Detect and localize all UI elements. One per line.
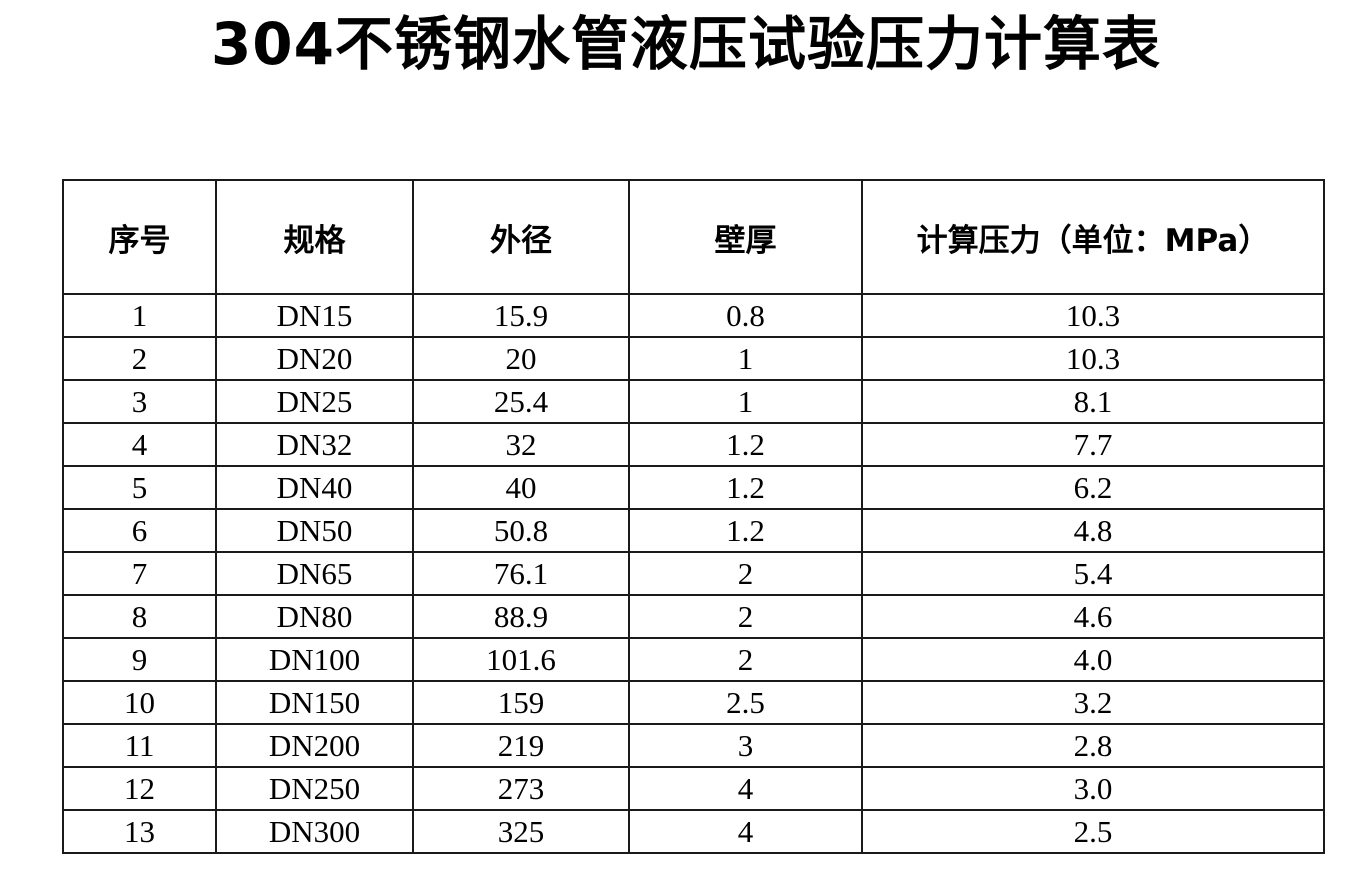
table-cell: 32: [412, 422, 630, 467]
table-cell: 0.8: [628, 293, 863, 338]
table-cell: 2: [628, 594, 863, 639]
table-row: 13 DN300 325 4 2.5: [62, 809, 1325, 854]
table-cell: 273: [412, 766, 630, 811]
table-cell: 101.6: [412, 637, 630, 682]
table-header-row: 序号 规格 外径 壁厚 计算压力（单位：MPa）: [62, 179, 1325, 295]
table-cell: 76.1: [412, 551, 630, 596]
table-row: 11 DN200 219 3 2.8: [62, 723, 1325, 768]
table-cell: 8.1: [861, 379, 1325, 424]
table-cell: DN65: [215, 551, 414, 596]
table-cell: 1: [62, 293, 217, 338]
table-cell: 25.4: [412, 379, 630, 424]
table-cell: 325: [412, 809, 630, 854]
table-cell: 10.3: [861, 336, 1325, 381]
table-cell: 159: [412, 680, 630, 725]
table-cell: 2: [62, 336, 217, 381]
table-cell: 7: [62, 551, 217, 596]
table-cell: DN150: [215, 680, 414, 725]
table-cell: 11: [62, 723, 217, 768]
page-title: 304不锈钢水管液压试验压力计算表: [210, 10, 1162, 78]
table-cell: 50.8: [412, 508, 630, 553]
table-cell: 2.5: [628, 680, 863, 725]
header-cell-wall-thickness: 壁厚: [628, 179, 863, 295]
table-cell: 6.2: [861, 465, 1325, 510]
table-cell: 1: [628, 379, 863, 424]
table-row: 8 DN80 88.9 2 4.6: [62, 594, 1325, 639]
table-row: 1 DN15 15.9 0.8 10.3: [62, 293, 1325, 338]
table-cell: 3: [628, 723, 863, 768]
table-cell: 4: [628, 766, 863, 811]
table-cell: 7.7: [861, 422, 1325, 467]
header-cell-outer-diameter: 外径: [412, 179, 630, 295]
table-row: 7 DN65 76.1 2 5.4: [62, 551, 1325, 596]
table-cell: 5: [62, 465, 217, 510]
table-cell: 4: [62, 422, 217, 467]
table-row: 6 DN50 50.8 1.2 4.8: [62, 508, 1325, 553]
table-cell: DN25: [215, 379, 414, 424]
table-cell: 10: [62, 680, 217, 725]
table-cell: 4.0: [861, 637, 1325, 682]
header-cell-specification: 规格: [215, 179, 414, 295]
table-row: 3 DN25 25.4 1 8.1: [62, 379, 1325, 424]
table-cell: 40: [412, 465, 630, 510]
table-cell: 15.9: [412, 293, 630, 338]
table-cell: 1.2: [628, 508, 863, 553]
table-row: 9 DN100 101.6 2 4.0: [62, 637, 1325, 682]
table-cell: 219: [412, 723, 630, 768]
table-cell: DN32: [215, 422, 414, 467]
table-cell: DN15: [215, 293, 414, 338]
table-row: 5 DN40 40 1.2 6.2: [62, 465, 1325, 510]
table-cell: 88.9: [412, 594, 630, 639]
table-cell: 9: [62, 637, 217, 682]
table-cell: 1.2: [628, 422, 863, 467]
table-cell: 1.2: [628, 465, 863, 510]
table-cell: DN50: [215, 508, 414, 553]
table-cell: 13: [62, 809, 217, 854]
table-cell: DN100: [215, 637, 414, 682]
table-row: 10 DN150 159 2.5 3.2: [62, 680, 1325, 725]
table-cell: 4: [628, 809, 863, 854]
table-cell: 2.8: [861, 723, 1325, 768]
pressure-calculation-table: 序号 规格 外径 壁厚 计算压力（单位：MPa） 1 DN15 15.9 0.8 10.…: [62, 179, 1325, 854]
table-cell: 6: [62, 508, 217, 553]
table-cell: 20: [412, 336, 630, 381]
table-body: 1 DN15 15.9 0.8 10.3 2 DN20 20 1 10.3 3 DN25 25.4 1 8.…: [62, 293, 1325, 854]
table-cell: 2: [628, 637, 863, 682]
table-cell: 2.5: [861, 809, 1325, 854]
table-cell: DN200: [215, 723, 414, 768]
table-cell: 8: [62, 594, 217, 639]
table-cell: DN250: [215, 766, 414, 811]
table-cell: 3: [62, 379, 217, 424]
table-cell: 12: [62, 766, 217, 811]
table-cell: 10.3: [861, 293, 1325, 338]
table-row: 4 DN32 32 1.2 7.7: [62, 422, 1325, 467]
table-row: 12 DN250 273 4 3.0: [62, 766, 1325, 811]
table-cell: DN20: [215, 336, 414, 381]
table-cell: 1: [628, 336, 863, 381]
table-cell: 4.6: [861, 594, 1325, 639]
table-cell: 2: [628, 551, 863, 596]
table-cell: 3.0: [861, 766, 1325, 811]
header-cell-serial-number: 序号: [62, 179, 217, 295]
table-cell: 4.8: [861, 508, 1325, 553]
header-cell-calculated-pressure: 计算压力（单位：MPa）: [861, 179, 1325, 295]
table-cell: 5.4: [861, 551, 1325, 596]
table-row: 2 DN20 20 1 10.3: [62, 336, 1325, 381]
table-cell: DN300: [215, 809, 414, 854]
table-cell: 3.2: [861, 680, 1325, 725]
table-cell: DN80: [215, 594, 414, 639]
table-cell: DN40: [215, 465, 414, 510]
